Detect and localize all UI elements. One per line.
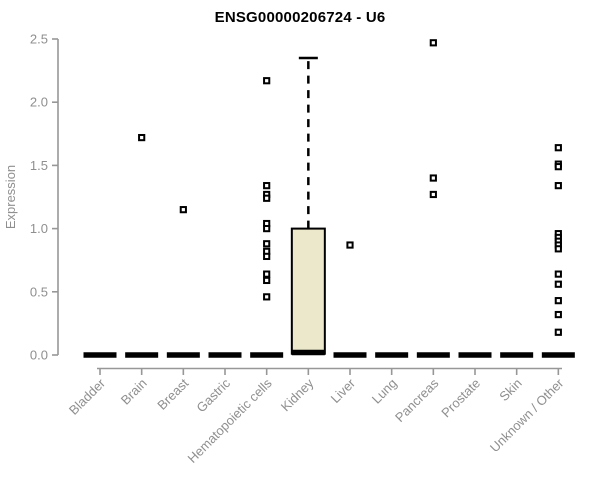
x-tick-label: Pancreas [392,375,442,425]
outlier-point-brain [138,133,146,142]
y-tick-label: 1.5 [30,158,48,173]
outlier-point-hematopoietic-cells [263,182,271,190]
y-tick-label: 0.0 [30,348,48,363]
outlier-point-hematopoietic-cells [263,240,271,248]
x-tick-label: Brain [118,376,150,408]
outlier-point-unknown-other [554,245,562,253]
outlier-point-pancreas [429,174,437,182]
x-tick-label: Lung [369,376,400,407]
outlier-point-hematopoietic-cells [263,293,271,301]
outlier-point-unknown-other [554,297,562,305]
outlier-point-liver [346,241,354,249]
y-tick-label: 2.0 [30,95,48,110]
x-tick-label: Liver [328,375,359,406]
outlier-point-unknown-other [554,163,562,171]
y-tick-label: 0.5 [30,284,48,299]
x-tick-label: Breast [154,375,191,412]
x-tick-label: Skin [496,376,524,404]
outlier-point-hematopoietic-cells [263,270,271,278]
x-tick-label: Unknown / Other [487,375,567,455]
y-tick-label: 2.5 [30,32,48,47]
outlier-point-unknown-other [554,310,562,319]
outlier-point-unknown-other [554,182,562,190]
y-axis-title: Expression [3,165,18,229]
outlier-point-hematopoietic-cells [263,77,271,85]
outlier-point-breast [179,206,187,214]
x-tick-label: Prostate [438,376,483,421]
chart-title: ENSG00000206724 - U6 [214,9,386,26]
outlier-point-unknown-other [554,270,562,278]
box-rect-kidney [290,227,326,355]
outlier-point-pancreas [429,39,437,47]
outlier-point-unknown-other [554,280,562,288]
x-tick-label: Gastric [193,375,233,415]
outlier-point-pancreas [429,190,437,199]
x-tick-label: Kidney [278,375,317,414]
outlier-point-hematopoietic-cells [263,276,271,285]
outlier-point-hematopoietic-cells [263,225,271,233]
outlier-point-hematopoietic-cells [263,252,271,261]
y-tick-label: 1.0 [30,221,48,236]
outlier-point-unknown-other [554,144,562,152]
outlier-point-unknown-other [554,328,562,336]
outlier-point-hematopoietic-cells [263,194,271,202]
x-tick-label: Bladder [66,375,109,418]
